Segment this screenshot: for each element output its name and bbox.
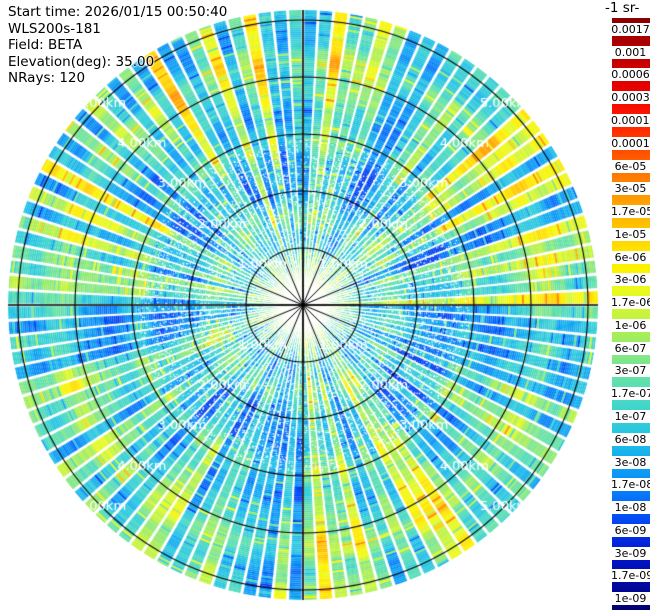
colorbar-tick-label: 1e-08 xyxy=(611,501,650,515)
colorbar-tick-label: 6e-06 xyxy=(611,250,650,264)
ppi-scan-canvas[interactable] xyxy=(0,0,600,610)
colorbar-tick-label: 1e-09 xyxy=(611,592,650,606)
colorbar-tick-label: 1.7e-06 xyxy=(611,296,650,310)
colorbar-tick-label: 6e-08 xyxy=(611,432,650,446)
colorbar-tick-label: 1e-05 xyxy=(611,227,650,241)
colorbar-tick-label: 1e-06 xyxy=(611,318,650,332)
colorbar-tick-label: 3e-06 xyxy=(611,273,650,287)
colorbar-units-label: -1 sr- xyxy=(605,0,640,16)
colorbar-tick-label: 0.0006 xyxy=(611,68,650,82)
colorbar-tick-label: 3e-07 xyxy=(611,364,650,378)
colorbar-tick-label: 3e-08 xyxy=(611,455,650,469)
colorbar-tick-label: 1e-07 xyxy=(611,409,650,423)
colorbar-tick-label: 3e-09 xyxy=(611,546,650,560)
colorbar-tick-label: 6e-07 xyxy=(611,341,650,355)
colorbar-tick-label: 0.001 xyxy=(611,45,650,59)
colorbar-tick-label: 6e-09 xyxy=(611,523,650,537)
colorbar-tick-label: 0.0001 xyxy=(611,136,650,150)
colorbar-tick-label: 6e-05 xyxy=(611,159,650,173)
colorbar-gradient xyxy=(612,18,650,610)
colorbar-tick-label: 1.7e-05 xyxy=(611,205,650,219)
colorbar[interactable]: -1 sr- 0.0017 0.001 0.0006 0.0003 0.00017 0.0… xyxy=(605,0,650,610)
colorbar-tick-label: 3e-05 xyxy=(611,182,650,196)
polar-plot-area[interactable] xyxy=(0,0,600,610)
colorbar-tick-label: 0.0003 xyxy=(611,91,650,105)
colorbar-tick-label: 1.7e-07 xyxy=(611,387,650,401)
colorbar-tick-label: 0.00017 xyxy=(611,113,650,127)
colorbar-tick-label: 0.0017 xyxy=(611,22,650,36)
colorbar-tick-label: 1.7e-08 xyxy=(611,478,650,492)
colorbar-tick-label: 1.7e-09 xyxy=(611,569,650,583)
